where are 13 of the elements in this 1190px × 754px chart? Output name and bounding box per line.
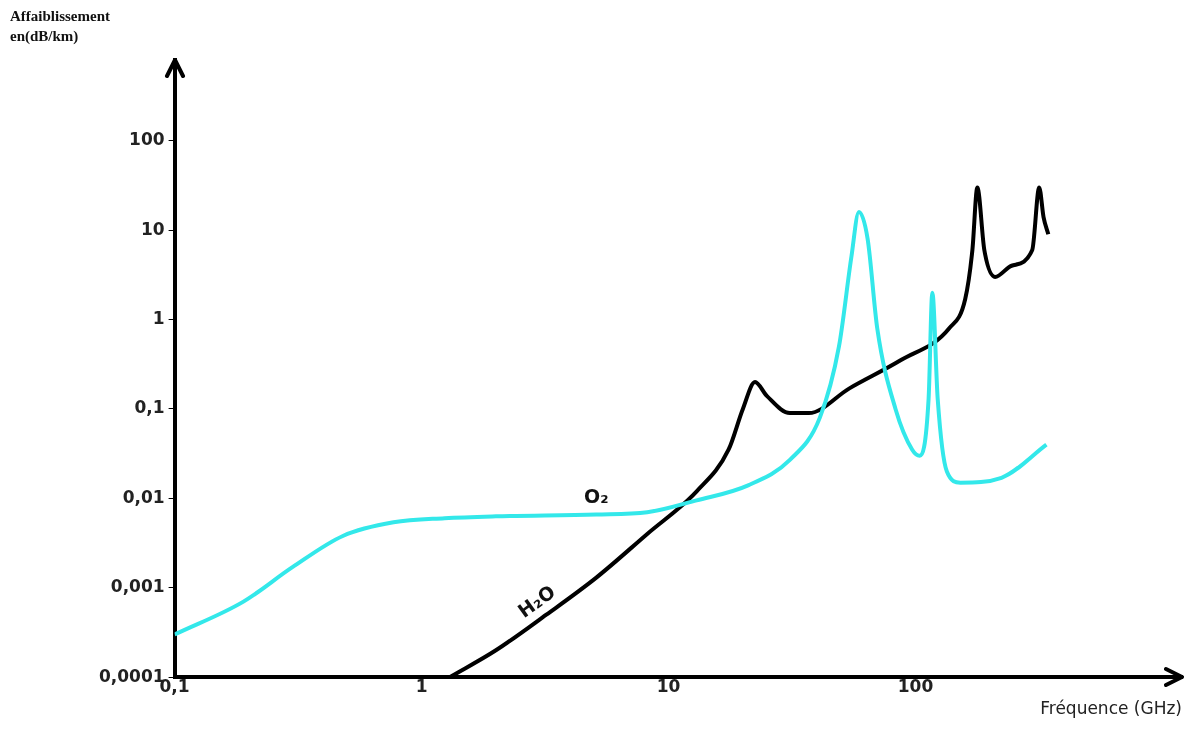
y-axis-title: Affaiblissement en(dB/km) (10, 7, 111, 46)
text: H₂O (513, 580, 560, 622)
x-axis-title: Fréquence (GHz) (1040, 698, 1182, 719)
y-tick-label: 0,001 (110, 576, 165, 597)
y-tick-label: 0,1 (134, 397, 165, 418)
y-tick-label: 100 (129, 129, 165, 150)
x-tick-label: 100 (897, 675, 934, 696)
y-tick-label: 1 (152, 307, 165, 328)
series-label: O₂ (584, 484, 609, 507)
x-tick-label: 1 (415, 675, 428, 696)
x-tick-label: 10 (656, 675, 681, 696)
y-tick-label: 10 (140, 218, 165, 239)
y-tick-label: 0,01 (122, 486, 165, 507)
